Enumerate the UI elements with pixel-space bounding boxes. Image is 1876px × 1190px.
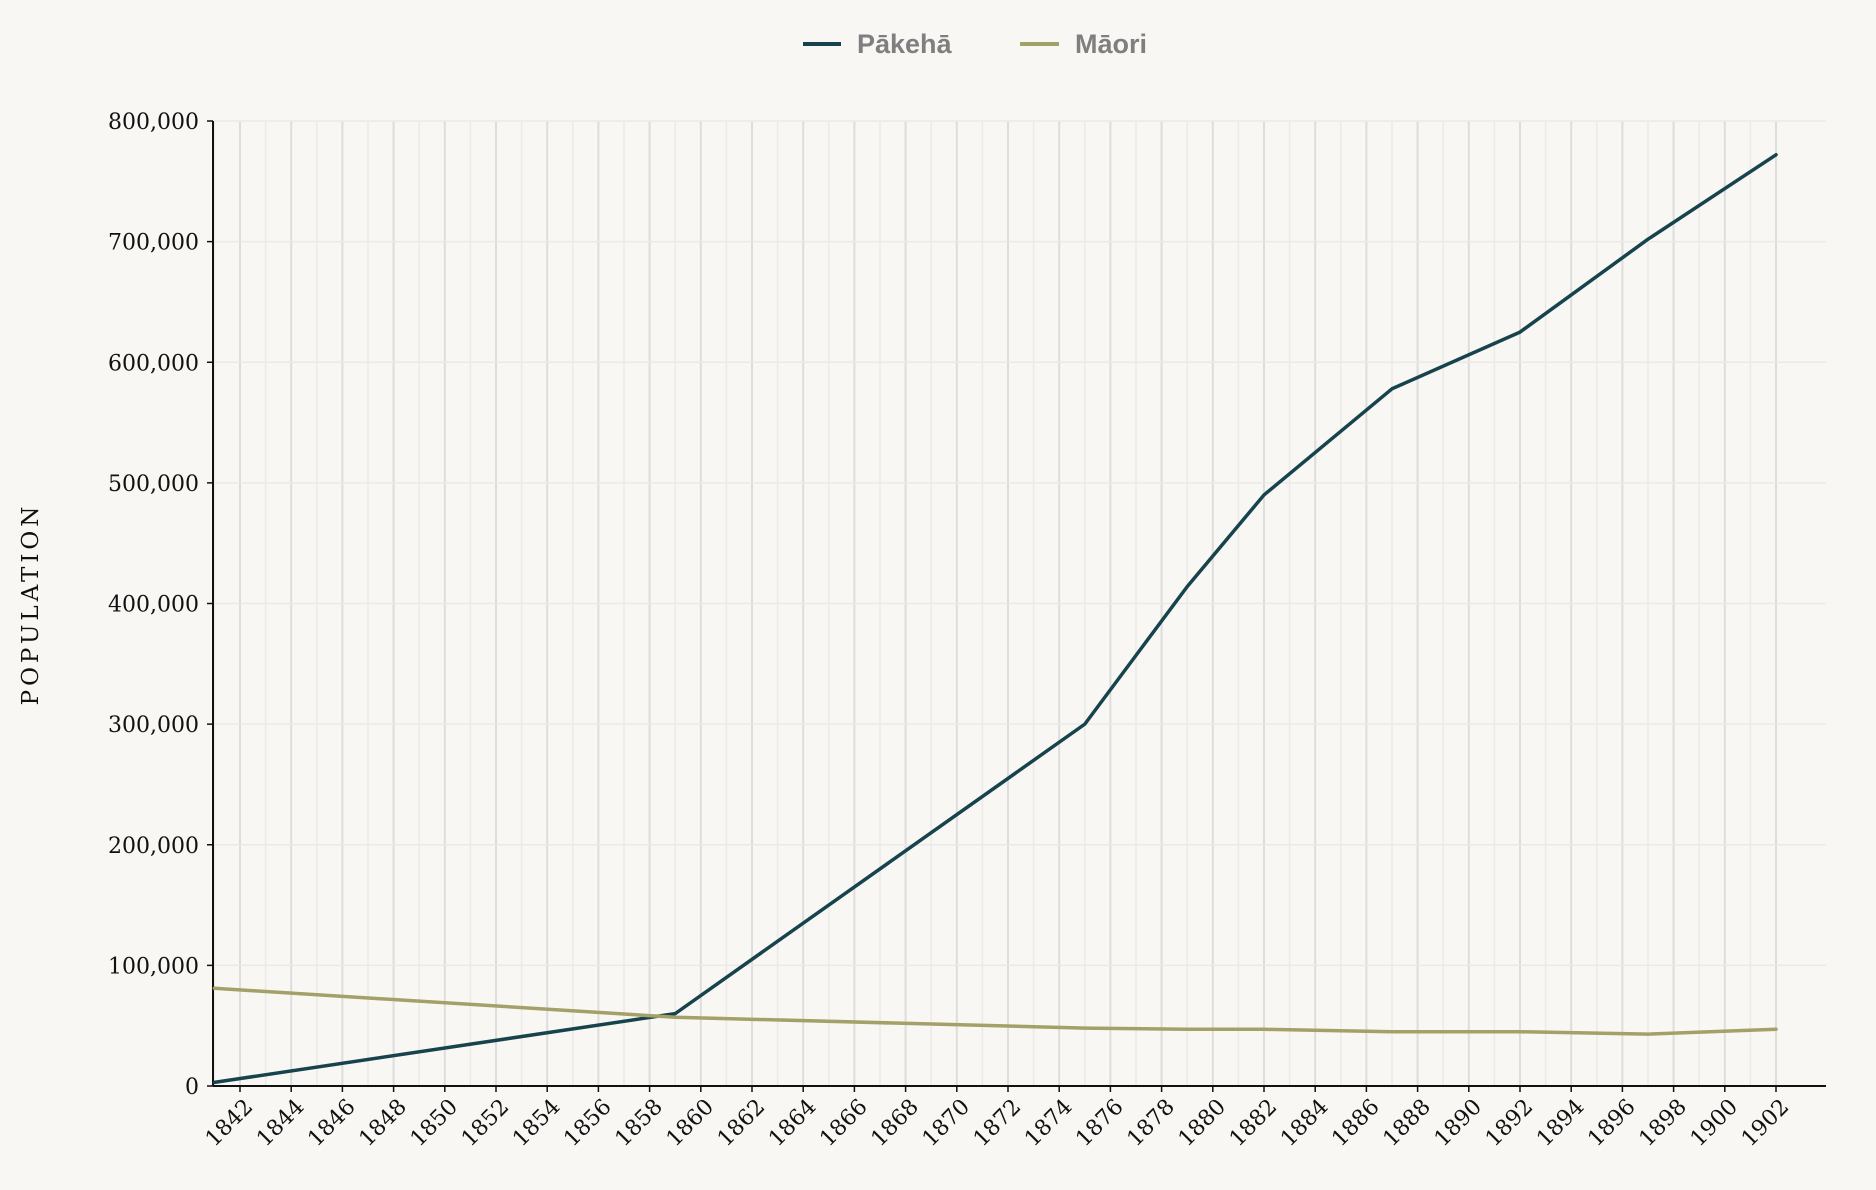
- series-line-maori: [212, 986, 1778, 1036]
- y-tick-label: 100,000: [108, 954, 199, 979]
- x-tick-label: 1882: [1225, 1095, 1282, 1152]
- x-tick-label: 1880: [1174, 1095, 1231, 1152]
- x-tick-label: 1860: [662, 1095, 719, 1152]
- x-tick-label: 1850: [406, 1095, 463, 1152]
- x-tick-label: 1884: [1276, 1095, 1333, 1152]
- series-line-pakeha: [212, 153, 1778, 1085]
- x-tick-label: 1874: [1020, 1095, 1077, 1152]
- y-tick-label: 500,000: [108, 472, 199, 497]
- y-tick-label: 800,000: [108, 110, 199, 135]
- x-tick-label: 1896: [1583, 1095, 1640, 1152]
- x-tick-label: 1872: [969, 1095, 1026, 1152]
- x-tick-label: 1862: [713, 1095, 770, 1152]
- x-tick-label: 1864: [764, 1095, 821, 1152]
- y-tick-label: 200,000: [108, 834, 199, 859]
- y-tick-labels: 0 100,000 200,000 300,000 400,000 500,000 600,…: [108, 110, 213, 1100]
- x-tick-label: 1878: [1123, 1095, 1180, 1152]
- x-tick-label: 1866: [815, 1095, 872, 1152]
- legend: Pākehā Māori: [803, 29, 1147, 59]
- x-tick-label: 1894: [1532, 1095, 1589, 1152]
- series-lines: [212, 153, 1778, 1085]
- x-tick-label: 1844: [252, 1095, 309, 1152]
- x-tick-label: 1856: [559, 1095, 616, 1152]
- legend-label-maori: Māori: [1075, 29, 1147, 59]
- x-tick-label: 1888: [1379, 1095, 1436, 1152]
- x-tick-label: 1868: [867, 1095, 924, 1152]
- x-tick-label: 1848: [355, 1095, 412, 1152]
- y-tick-label: 0: [185, 1075, 199, 1100]
- y-tick-label: 700,000: [108, 231, 199, 256]
- y-tick-label: 300,000: [108, 713, 199, 738]
- x-tick-label: 1870: [918, 1095, 975, 1152]
- x-tick-labels: 1842184418461848185018521854185618581860…: [201, 1086, 1794, 1152]
- x-tick-label: 1852: [457, 1095, 514, 1152]
- x-tick-label: 1846: [303, 1095, 360, 1152]
- legend-label-pakeha: Pākehā: [857, 29, 953, 59]
- x-tick-label: 1902: [1737, 1095, 1794, 1152]
- x-tick-label: 1900: [1686, 1095, 1743, 1152]
- legend-item-maori: Māori: [1020, 29, 1147, 59]
- x-tick-label: 1842: [201, 1095, 258, 1152]
- y-tick-label: 600,000: [108, 351, 199, 376]
- x-tick-label: 1854: [508, 1095, 565, 1152]
- x-tick-label: 1858: [611, 1095, 668, 1152]
- x-tick-label: 1890: [1430, 1095, 1487, 1152]
- y-tick-label: 400,000: [108, 593, 199, 618]
- x-tick-label: 1898: [1635, 1095, 1692, 1152]
- x-tick-label: 1892: [1481, 1095, 1538, 1152]
- y-axis-title: POPULATION: [18, 503, 44, 706]
- grid-lines: [213, 120, 1826, 1087]
- x-tick-label: 1876: [1071, 1095, 1128, 1152]
- legend-item-pakeha: Pākehā: [803, 29, 953, 59]
- x-tick-label: 1886: [1327, 1095, 1384, 1152]
